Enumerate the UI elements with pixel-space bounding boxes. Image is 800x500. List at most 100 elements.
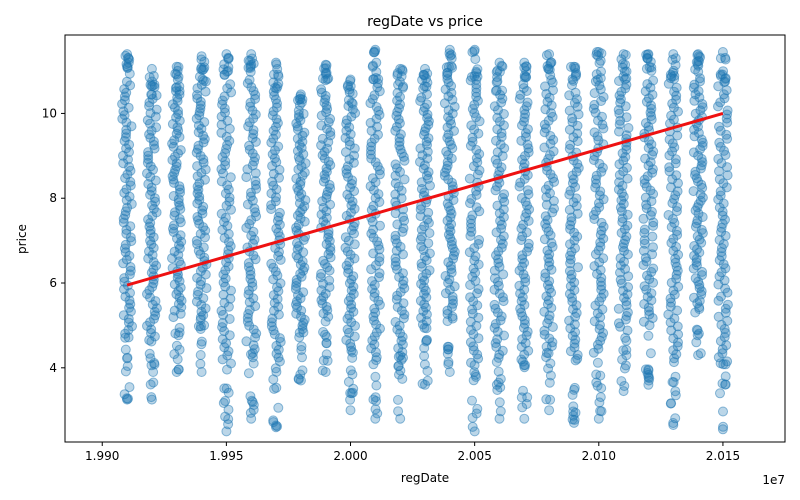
y-tick-label: 10: [42, 106, 57, 120]
scatter-point: [614, 126, 624, 137]
scatter-point: [195, 324, 206, 334]
scatter-point: [614, 108, 625, 119]
axes-frame: [64, 34, 786, 443]
scatter-point: [541, 394, 552, 405]
scatter-point: [469, 426, 480, 437]
scatter-point: [472, 403, 483, 414]
scatter-point: [322, 74, 333, 85]
scatter-point: [639, 224, 650, 235]
scatter-point: [621, 344, 632, 355]
scatter-point: [617, 354, 628, 365]
scatter-point: [443, 359, 454, 370]
x-axis-offset-text: 1e7: [762, 473, 785, 487]
scatter-point: [690, 166, 701, 177]
scatter-point: [596, 406, 607, 417]
scatter-point: [444, 367, 455, 377]
scatter-point: [544, 405, 555, 416]
scatter-point: [294, 139, 305, 150]
scatter-point: [145, 317, 156, 328]
scatter-point: [371, 396, 381, 406]
scatter-point: [345, 405, 356, 416]
scatter-point: [175, 184, 185, 195]
scatter-point: [640, 118, 651, 129]
scatter-point: [569, 384, 580, 395]
scatter-point: [245, 191, 256, 202]
scatter-point: [590, 182, 601, 193]
scatter-point: [394, 140, 405, 151]
scatter-point: [444, 44, 455, 55]
scatter-point: [722, 299, 733, 310]
scatter-point: [714, 174, 725, 185]
scatter-point: [125, 287, 135, 298]
scatter-point: [396, 71, 407, 82]
scatter-point: [346, 207, 356, 218]
scatter-point: [169, 210, 180, 221]
scatter-point: [269, 383, 280, 394]
scatter-point: [394, 272, 405, 282]
scatter-point: [271, 57, 281, 68]
scatter-point: [395, 63, 406, 74]
scatter-point: [370, 44, 381, 55]
scatter-point: [391, 245, 402, 256]
scatter-point: [196, 336, 207, 347]
scatter-point: [397, 226, 408, 237]
scatter-point: [565, 224, 576, 234]
scatter-point: [415, 204, 426, 215]
scatter-point: [320, 316, 331, 327]
scatter-point: [519, 57, 530, 68]
scatter-point: [564, 143, 575, 154]
scatter-point: [467, 412, 478, 423]
scatter-point: [271, 422, 281, 433]
scatter-point: [544, 310, 555, 321]
scatter-point: [522, 392, 533, 403]
scatter-point: [545, 358, 556, 369]
scatter-point: [646, 62, 657, 73]
x-tick-label: 1.995: [209, 449, 243, 463]
scatter-point: [518, 83, 529, 94]
scatter-point: [522, 97, 533, 108]
scatter-point: [242, 312, 253, 323]
scatter-point: [169, 349, 180, 360]
scatter-point: [448, 195, 459, 205]
scatter-point: [368, 359, 379, 370]
scatter-point: [646, 111, 657, 121]
scatter-point: [443, 341, 454, 352]
scatter-point: [496, 223, 507, 234]
scatter-point: [347, 387, 358, 398]
scatter-point: [646, 288, 657, 299]
scatter-point: [496, 311, 507, 322]
scatter-point: [520, 277, 531, 287]
scatter-point: [196, 51, 207, 62]
scatter-point: [648, 242, 658, 253]
scatter-point: [639, 228, 650, 238]
scatter-point: [395, 413, 406, 424]
scatter-point: [668, 377, 679, 388]
scatter-point: [669, 73, 680, 84]
scatter-point: [595, 55, 606, 66]
scatter-point: [542, 165, 553, 176]
scatter-point: [245, 269, 256, 280]
scatter-point: [492, 76, 503, 87]
scatter-point: [367, 61, 378, 72]
scatter-point: [143, 154, 154, 165]
scatter-point: [119, 95, 130, 106]
scatter-point: [216, 127, 227, 138]
scatter-point: [491, 357, 502, 367]
scatter-point: [648, 75, 659, 86]
scatter-point: [224, 123, 235, 134]
scatter-point: [493, 246, 504, 257]
scatter-point: [292, 124, 303, 135]
scatter-point: [394, 103, 404, 114]
scatter-point: [617, 213, 628, 224]
scatter-point: [266, 204, 277, 214]
scatter-point: [250, 179, 261, 190]
scatter-point: [241, 336, 252, 347]
scatter-point: [395, 241, 406, 252]
scatter-point: [516, 354, 527, 365]
scatter-point: [296, 341, 307, 352]
scatter-point: [418, 69, 429, 80]
scatter-point: [344, 140, 355, 150]
scatter-point: [564, 105, 575, 116]
scatter-point: [615, 97, 626, 108]
scatter-point: [271, 102, 282, 113]
